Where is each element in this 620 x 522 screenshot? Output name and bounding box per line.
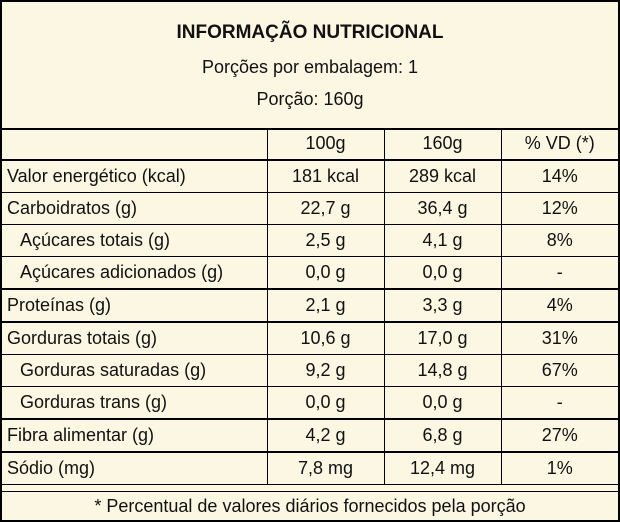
value-per-100g: 2,5 g: [267, 224, 385, 257]
nutrient-name: Sódio (mg): [2, 452, 268, 485]
value-per-serving: 289 kcal: [384, 160, 502, 193]
value-per-100g: 181 kcal: [267, 160, 385, 193]
table-row: Gorduras totais (g) 10,6 g 17,0 g 31%: [2, 322, 618, 355]
value-vd: 31%: [501, 322, 618, 355]
value-per-serving: 36,4 g: [384, 192, 502, 225]
serving-size: Porção: 160g: [256, 89, 364, 109]
nutrient-name: Proteínas (g): [2, 289, 268, 323]
value-per-serving: 12,4 mg: [384, 452, 502, 485]
nutrient-name: Valor energético (kcal): [2, 160, 268, 193]
value-vd: 12%: [501, 192, 618, 225]
value-per-serving: 4,1 g: [384, 224, 502, 257]
table-row: Valor energético (kcal) 181 kcal 289 kca…: [2, 160, 618, 193]
value-vd: 4%: [501, 289, 618, 323]
value-per-100g: 0,0 g: [267, 386, 385, 420]
value-per-serving: 0,0 g: [384, 386, 502, 420]
table-row: Açúcares adicionados (g) 0,0 g 0,0 g -: [2, 256, 618, 290]
nutrition-table: 100g 160g % VD (*) Valor energético (kca…: [2, 128, 618, 485]
label-header: INFORMAÇÃO NUTRICIONAL Porções por embal…: [2, 2, 618, 130]
value-per-serving: 0,0 g: [384, 256, 502, 290]
servings-per-package: Porções por embalagem: 1: [201, 57, 419, 77]
table-row: Gorduras trans (g) 0,0 g 0,0 g -: [2, 386, 618, 420]
nutrient-name: Açúcares totais (g): [2, 224, 268, 257]
value-per-100g: 2,1 g: [267, 289, 385, 323]
value-vd: 67%: [501, 354, 618, 387]
value-vd: 27%: [501, 419, 618, 453]
table-header-row: 100g 160g % VD (*): [2, 128, 618, 161]
value-vd: -: [501, 256, 618, 290]
value-vd: 1%: [501, 452, 618, 485]
nutrient-name: Gorduras totais (g): [2, 322, 268, 355]
nutrient-name: Carboidratos (g): [2, 192, 268, 225]
nutrient-name: Gorduras trans (g): [2, 386, 268, 420]
table-row: Proteínas (g) 2,1 g 3,3 g 4%: [2, 289, 618, 323]
value-per-serving: 6,8 g: [384, 419, 502, 453]
value-per-serving: 17,0 g: [384, 322, 502, 355]
table-row: Açúcares totais (g) 2,5 g 4,1 g 8%: [2, 224, 618, 257]
value-per-100g: 9,2 g: [267, 354, 385, 387]
nutrient-name: Açúcares adicionados (g): [2, 256, 268, 290]
column-header-100g: 100g: [267, 128, 385, 161]
value-vd: 14%: [501, 160, 618, 193]
value-per-serving: 3,3 g: [384, 289, 502, 323]
table-row: Gorduras saturadas (g) 9,2 g 14,8 g 67%: [2, 354, 618, 387]
nutrient-name: Gorduras saturadas (g): [2, 354, 268, 387]
value-vd: -: [501, 386, 618, 420]
nutrient-name: Fibra alimentar (g): [2, 419, 268, 453]
column-header-nutrient: [2, 128, 268, 161]
value-per-100g: 4,2 g: [267, 419, 385, 453]
value-per-100g: 0,0 g: [267, 256, 385, 290]
value-per-100g: 10,6 g: [267, 322, 385, 355]
table-row: Fibra alimentar (g) 4,2 g 6,8 g 27%: [2, 419, 618, 453]
column-header-serving: 160g: [384, 128, 502, 161]
table-row: Sódio (mg) 7,8 mg 12,4 mg 1%: [2, 452, 618, 485]
column-header-vd: % VD (*): [501, 128, 618, 161]
value-per-100g: 7,8 mg: [267, 452, 385, 485]
table-row: Carboidratos (g) 22,7 g 36,4 g 12%: [2, 192, 618, 225]
value-vd: 8%: [501, 224, 618, 257]
label-title: INFORMAÇÃO NUTRICIONAL: [176, 22, 444, 43]
value-per-serving: 14,8 g: [384, 354, 502, 387]
footnote: * Percentual de valores diários fornecid…: [2, 491, 618, 521]
value-per-100g: 22,7 g: [267, 192, 385, 225]
